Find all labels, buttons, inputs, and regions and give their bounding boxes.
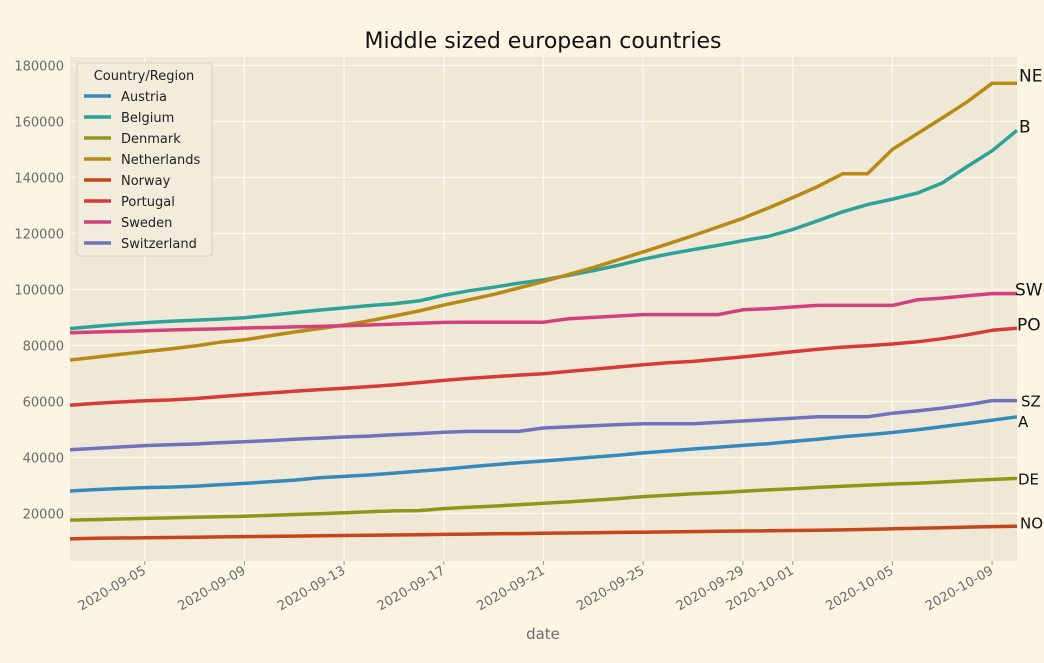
- series-line-sweden: [69, 291, 1017, 335]
- legend-label-portugal: Portugal: [121, 195, 175, 210]
- y-tick-label: 100000: [14, 283, 64, 298]
- end-label-austria: A: [1018, 413, 1029, 431]
- legend: Country/Region Austria Belgium Denmark Neth…: [76, 62, 213, 257]
- x-tick-label: 2020-09-05: [76, 563, 149, 614]
- grid: [70, 57, 1017, 561]
- x-tick-label: 2020-09-21: [475, 563, 548, 614]
- y-axis: 20000 40000 60000 80000 100000 120000 140000 16…: [14, 59, 64, 522]
- end-label-sweden: SW: [1015, 281, 1043, 301]
- y-tick-label: 20000: [23, 507, 64, 522]
- y-tick-label: 60000: [23, 395, 64, 410]
- legend-box: [76, 62, 213, 257]
- y-tick-label: 80000: [23, 339, 64, 354]
- legend-label-sweden: Sweden: [121, 216, 172, 231]
- end-label-portugal: PO: [1017, 315, 1041, 335]
- end-labels: A B DE NE NO PO SW SZ: [1015, 66, 1043, 532]
- y-tick-label: 120000: [14, 227, 64, 242]
- series-line-denmark: [69, 476, 1018, 522]
- end-label-norway: NO: [1020, 514, 1043, 532]
- series-line-switzerland: [69, 398, 1017, 452]
- legend-label-norway: Norway: [121, 174, 171, 189]
- legend-title: Country/Region: [94, 69, 195, 84]
- series-line-portugal: [69, 326, 1018, 408]
- series-line-norway: [69, 524, 1018, 541]
- x-tick-label: 2020-09-25: [574, 563, 647, 614]
- legend-label-denmark: Denmark: [121, 132, 181, 147]
- y-tick-label: 180000: [14, 59, 64, 74]
- legend-label-netherlands: Netherlands: [121, 153, 200, 168]
- legend-label-belgium: Belgium: [121, 111, 174, 126]
- x-tick-label: 2020-10-09: [923, 563, 996, 614]
- legend-label-switzerland: Switzerland: [121, 237, 197, 252]
- series-line-netherlands: [69, 81, 1017, 362]
- end-label-switzerland: SZ: [1021, 393, 1041, 411]
- x-tick-label: 2020-09-13: [275, 563, 348, 614]
- x-axis: 2020-09-05 2020-09-09 2020-09-13 2020-09-17…: [76, 561, 996, 614]
- end-label-belgium: B: [1019, 117, 1031, 137]
- series-lines: [69, 81, 1019, 541]
- x-tick-label: 2020-09-17: [375, 563, 448, 614]
- end-label-denmark: DE: [1018, 470, 1039, 488]
- end-label-netherlands: NE: [1019, 66, 1042, 86]
- x-tick-label: 2020-10-05: [823, 563, 896, 614]
- y-tick-label: 40000: [23, 451, 64, 466]
- chart-title: Middle sized european countries: [365, 29, 722, 54]
- series-line-austria: [69, 415, 1018, 493]
- x-tick-label: 2020-09-09: [176, 563, 249, 614]
- y-tick-label: 140000: [14, 171, 64, 186]
- x-axis-label: date: [526, 625, 560, 643]
- y-tick-label: 160000: [14, 115, 64, 130]
- legend-label-austria: Austria: [121, 90, 167, 105]
